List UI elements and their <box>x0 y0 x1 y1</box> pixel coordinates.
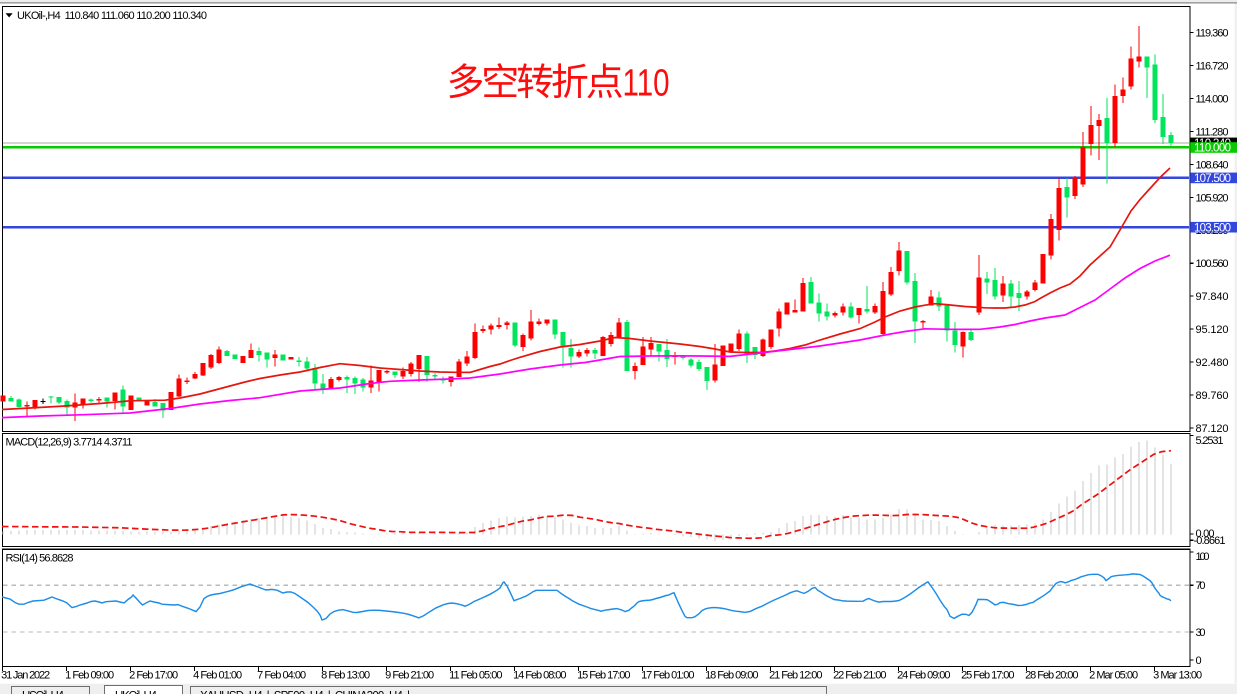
svg-text:4 Feb 01:00: 4 Feb 01:00 <box>193 670 242 682</box>
svg-text:RSI(14) 56.8628: RSI(14) 56.8628 <box>6 553 74 565</box>
svg-text:28 Feb 20:00: 28 Feb 20:00 <box>1025 670 1078 682</box>
svg-text:25 Feb 17:00: 25 Feb 17:00 <box>961 670 1014 682</box>
svg-text:105.920: 105.920 <box>1196 192 1229 204</box>
svg-text:89.760: 89.760 <box>1196 390 1229 402</box>
svg-text:111.280: 111.280 <box>1196 126 1229 138</box>
svg-text:0.00: 0.00 <box>1196 528 1215 540</box>
svg-text:110: 110 <box>623 63 670 105</box>
svg-text:7 Feb 04:00: 7 Feb 04:00 <box>257 670 306 682</box>
svg-text:UKOil-,H4 110.840 111.060 110: UKOil-,H4 110.840 111.060 110.200 110.34… <box>17 10 207 22</box>
svg-text:100: 100 <box>1196 551 1210 563</box>
svg-text:3 Mar 13:00: 3 Mar 13:00 <box>1153 670 1202 682</box>
svg-text:119.360: 119.360 <box>1196 27 1229 39</box>
svg-text:15 Feb 17:00: 15 Feb 17:00 <box>577 670 630 682</box>
svg-text:103.500: 103.500 <box>1194 222 1231 234</box>
svg-text:2 Mar 05:00: 2 Mar 05:00 <box>1089 670 1138 682</box>
svg-text:1 Feb 09:00: 1 Feb 09:00 <box>65 670 114 682</box>
svg-text:87.120: 87.120 <box>1196 423 1229 435</box>
svg-text:92.480: 92.480 <box>1196 357 1229 369</box>
svg-text:22 Feb 21:00: 22 Feb 21:00 <box>833 670 886 682</box>
svg-text:2 Feb 17:00: 2 Feb 17:00 <box>129 670 178 682</box>
svg-text:5.2531: 5.2531 <box>1196 435 1224 447</box>
svg-text:95.120: 95.120 <box>1196 324 1229 336</box>
svg-text:97.840: 97.840 <box>1196 291 1229 303</box>
svg-text:-0.8661: -0.8661 <box>1194 535 1226 547</box>
svg-text:110.000: 110.000 <box>1194 143 1231 155</box>
svg-text:24 Feb 09:00: 24 Feb 09:00 <box>897 670 950 682</box>
svg-text:USOil-,H4: USOil-,H4 <box>22 691 65 694</box>
svg-text:17 Feb 01:00: 17 Feb 01:00 <box>641 670 694 682</box>
svg-text:108.640: 108.640 <box>1196 159 1229 171</box>
svg-text:116.720: 116.720 <box>1196 60 1229 72</box>
svg-text:11 Feb 05:00: 11 Feb 05:00 <box>449 670 502 682</box>
svg-text:21 Feb 12:00: 21 Feb 12:00 <box>769 670 822 682</box>
svg-text:XAUUSD-,H4 | SP500-,H4 | C: XAUUSD-,H4 | SP500-,H4 | CHINA300-,H4 | <box>200 691 410 694</box>
svg-text:8 Feb 13:00: 8 Feb 13:00 <box>321 670 370 682</box>
svg-text:30: 30 <box>1196 627 1206 639</box>
svg-text:100.560: 100.560 <box>1196 258 1229 270</box>
svg-text:114.000: 114.000 <box>1196 93 1229 105</box>
svg-text:31 Jan 2022: 31 Jan 2022 <box>1 670 50 682</box>
svg-text:9 Feb 21:00: 9 Feb 21:00 <box>385 670 434 682</box>
svg-text:14 Feb 08:00: 14 Feb 08:00 <box>513 670 566 682</box>
svg-text:18 Feb 09:00: 18 Feb 09:00 <box>705 670 758 682</box>
svg-text:MACD(12,26,9) 3.7714 4.3711: MACD(12,26,9) 3.7714 4.3711 <box>6 437 133 449</box>
svg-text:70: 70 <box>1196 580 1206 592</box>
svg-text:0: 0 <box>1196 655 1202 667</box>
svg-text:UKOil-,H4: UKOil-,H4 <box>115 691 158 694</box>
svg-text:107.500: 107.500 <box>1194 173 1231 185</box>
